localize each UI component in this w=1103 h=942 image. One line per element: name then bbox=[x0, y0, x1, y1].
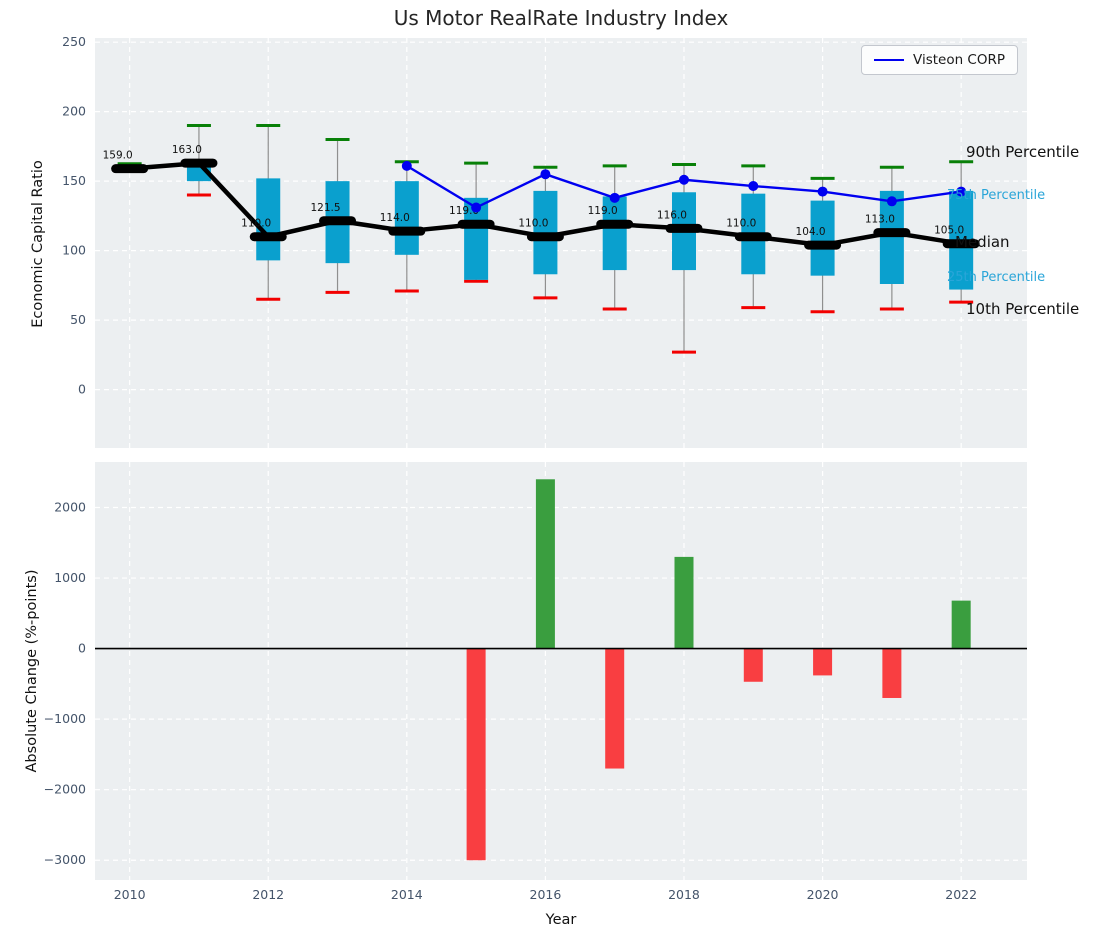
median-value-label-2014: 114.0 bbox=[380, 212, 410, 224]
change-bar-2015 bbox=[466, 648, 486, 861]
bottom-y-tick-label: −1000 bbox=[44, 711, 86, 726]
company-point-2016 bbox=[540, 169, 551, 180]
company-point-2021 bbox=[886, 196, 897, 207]
median-value-label-2010: 159.0 bbox=[103, 150, 133, 162]
annotation-25th-percentile: 25th Percentile bbox=[947, 270, 1046, 286]
company-point-2019 bbox=[748, 181, 759, 192]
annotation-median: Median bbox=[955, 233, 1010, 251]
median-value-label-2016: 110.0 bbox=[518, 218, 548, 230]
iqr-box-2021 bbox=[879, 190, 904, 284]
top-y-tick-label: 150 bbox=[62, 173, 86, 188]
change-bar-2017 bbox=[605, 648, 625, 769]
bottom-y-tick-label: 2000 bbox=[54, 500, 86, 515]
bottom-y-axis-label: Absolute Change (%-points) bbox=[24, 569, 40, 773]
median-value-label-2019: 110.0 bbox=[726, 218, 756, 230]
x-tick-label: 2016 bbox=[530, 887, 562, 902]
x-tick-label: 2018 bbox=[668, 887, 700, 902]
top-y-tick-label: 50 bbox=[70, 312, 86, 327]
change-bar-2022 bbox=[951, 600, 971, 649]
top-y-tick-label: 200 bbox=[62, 104, 86, 119]
bottom-y-tick-label: −3000 bbox=[44, 852, 86, 867]
x-tick-label: 2014 bbox=[391, 887, 423, 902]
bottom-y-tick-label: 1000 bbox=[54, 570, 86, 585]
legend: Visteon CORP bbox=[861, 45, 1019, 75]
top-y-axis-label: Economic Capital Ratio bbox=[30, 160, 46, 328]
legend-line-sample bbox=[874, 59, 904, 61]
x-tick-label: 2020 bbox=[807, 887, 839, 902]
iqr-box-2017 bbox=[602, 196, 627, 271]
median-value-label-2022: 105.0 bbox=[934, 225, 964, 237]
median-value-label-2011: 163.0 bbox=[172, 144, 202, 156]
x-tick-label: 2022 bbox=[945, 887, 977, 902]
top-axes-background bbox=[95, 38, 1027, 448]
iqr-box-2020 bbox=[810, 200, 835, 276]
legend-label: Visteon CORP bbox=[913, 52, 1006, 68]
company-point-2015 bbox=[471, 202, 482, 213]
annotation-75th-percentile: 75th Percentile bbox=[947, 188, 1046, 204]
median-value-label-2020: 104.0 bbox=[796, 226, 826, 238]
median-value-label-2013: 121.5 bbox=[310, 202, 340, 214]
bottom-y-tick-label: −2000 bbox=[44, 782, 86, 797]
x-tick-label: 2012 bbox=[252, 887, 284, 902]
company-point-2018 bbox=[678, 174, 689, 185]
median-value-label-2021: 113.0 bbox=[865, 214, 895, 226]
median-value-label-2018: 116.0 bbox=[657, 209, 687, 221]
annotation-90th-percentile: 90th Percentile bbox=[966, 142, 1080, 161]
chart-title: Us Motor RealRate Industry Index bbox=[393, 6, 729, 30]
top-y-tick-label: 100 bbox=[62, 243, 86, 258]
company-point-2014 bbox=[401, 160, 412, 171]
top-y-tick-label: 0 bbox=[78, 382, 86, 397]
bottom-axes-background bbox=[95, 462, 1027, 880]
top-y-tick-label: 250 bbox=[62, 34, 86, 49]
median-value-label-2017: 119.0 bbox=[588, 205, 618, 217]
company-point-2017 bbox=[609, 192, 620, 203]
x-axis-label: Year bbox=[545, 912, 577, 928]
change-bar-2021 bbox=[882, 648, 902, 698]
change-bar-2018 bbox=[674, 556, 694, 649]
iqr-box-2012 bbox=[256, 178, 281, 261]
bottom-y-tick-label: 0 bbox=[78, 641, 86, 656]
annotation-10th-percentile: 10th Percentile bbox=[966, 300, 1080, 319]
change-bar-2020 bbox=[813, 648, 833, 676]
change-bar-2016 bbox=[535, 479, 555, 649]
iqr-box-2014 bbox=[394, 181, 419, 255]
company-point-2020 bbox=[817, 186, 828, 197]
change-bar-2019 bbox=[743, 648, 763, 682]
x-tick-label: 2010 bbox=[114, 887, 146, 902]
median-value-label-2012: 110.0 bbox=[241, 218, 271, 230]
company-point-2022 bbox=[956, 186, 967, 197]
